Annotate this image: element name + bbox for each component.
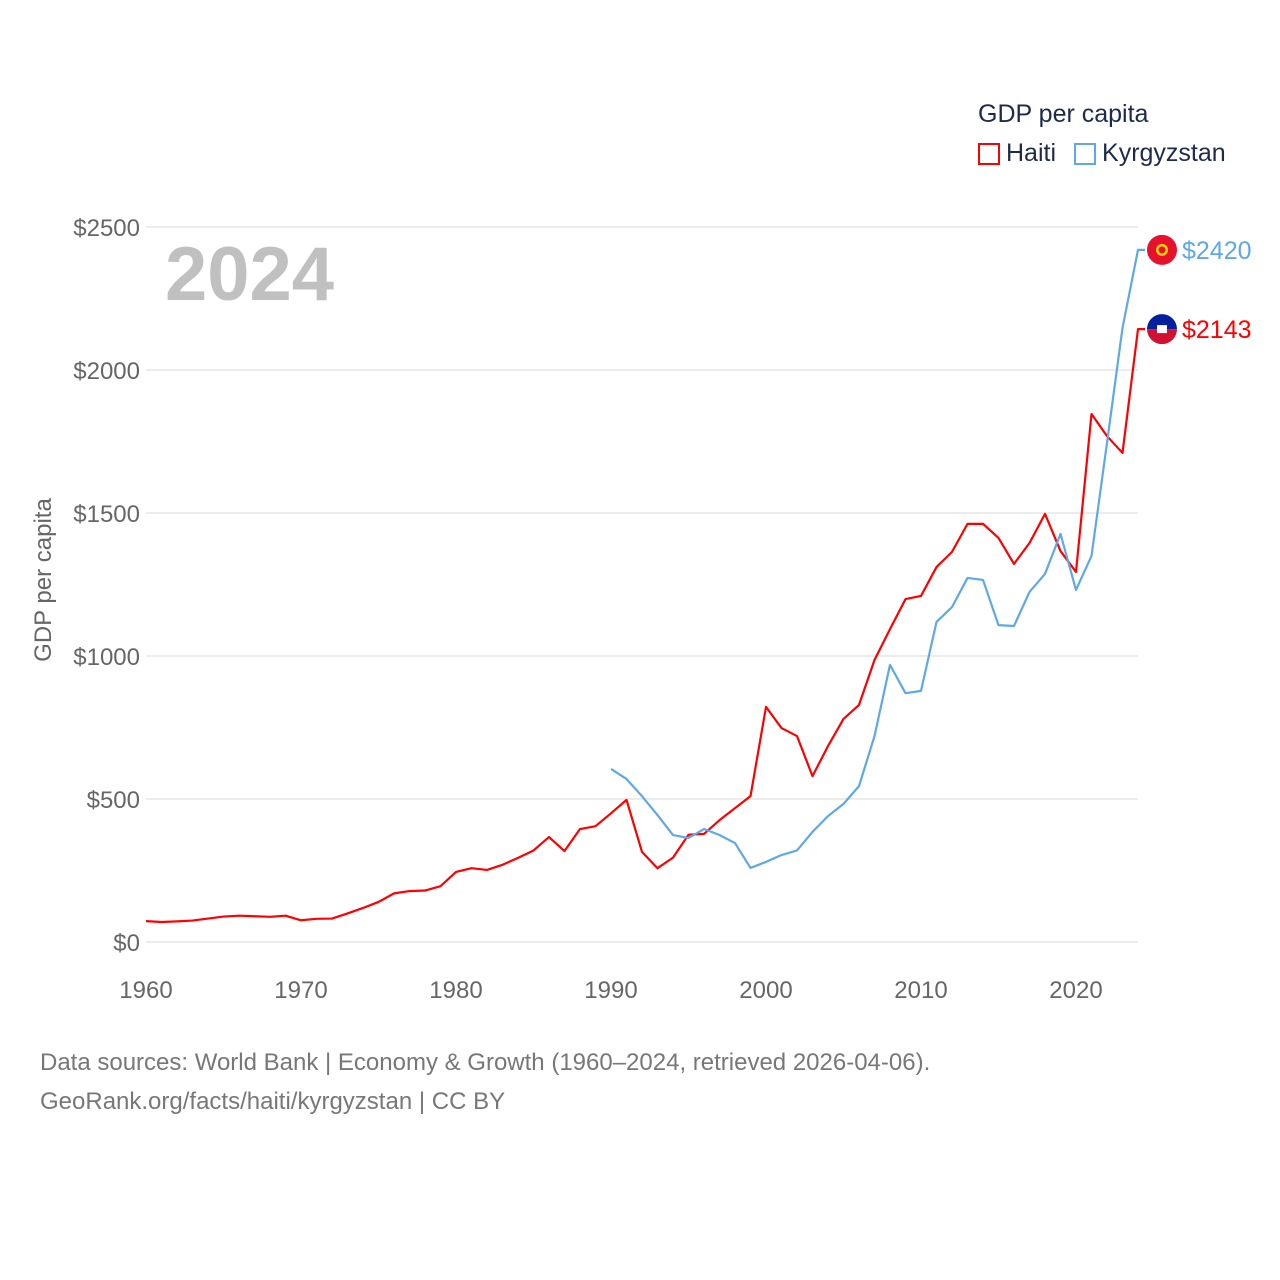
end-value-label: $2143 [1182, 316, 1252, 344]
haiti-flag-icon [1147, 314, 1177, 345]
x-tick-label: 1970 [274, 977, 327, 1004]
legend-label-kyrgyzstan: Kyrgyzstan [1102, 139, 1226, 167]
flag-bottom [1147, 329, 1177, 345]
legend-item-haiti[interactable]: Haiti [978, 139, 1056, 168]
kyrgyzstan-flag-icon [1147, 234, 1177, 265]
y-tick-label: $1500 [73, 501, 140, 528]
y-tick-label: $1000 [73, 644, 140, 671]
y-tick-label: $0 [113, 930, 140, 957]
legend-label-haiti: Haiti [1006, 139, 1057, 167]
x-tick-label: 1990 [584, 977, 637, 1004]
x-tick-label: 1960 [119, 977, 172, 1004]
data-source-text: Data sources: World Bank | Economy & Gro… [40, 1049, 931, 1076]
series-line-haiti [145, 328, 1145, 924]
flag-emblem [1157, 325, 1167, 334]
end-value-label: $2420 [1182, 237, 1252, 265]
legend: GDP per capita Haiti Kyrgyzstan [978, 100, 1226, 168]
footer: Data sources: World Bank | Economy & Gro… [40, 1043, 930, 1121]
series-line-kyrgyzstan [610, 248, 1145, 870]
x-tick-label: 1980 [429, 977, 482, 1004]
y-axis-label: GDP per capita [30, 498, 57, 662]
y-tick-label: $2500 [73, 215, 140, 242]
legend-title: GDP per capita [978, 100, 1149, 128]
flag-top [1147, 314, 1177, 330]
current-year-label: 2024 [165, 232, 334, 317]
x-tick-label: 2020 [1049, 977, 1102, 1004]
kyrgyzstan-swatch [1074, 142, 1097, 165]
attribution-link[interactable]: GeoRank.org/facts/haiti/kyrgyzstan | CC … [40, 1088, 506, 1115]
y-tick-label: $2000 [73, 358, 140, 385]
x-tick-label: 2010 [894, 977, 947, 1004]
y-tick-label: $500 [87, 787, 140, 814]
flag-sun-center [1158, 246, 1166, 254]
legend-item-kyrgyzstan[interactable]: Kyrgyzstan [1074, 139, 1226, 168]
haiti-swatch [978, 142, 1000, 165]
x-tick-label: 2000 [739, 977, 792, 1004]
